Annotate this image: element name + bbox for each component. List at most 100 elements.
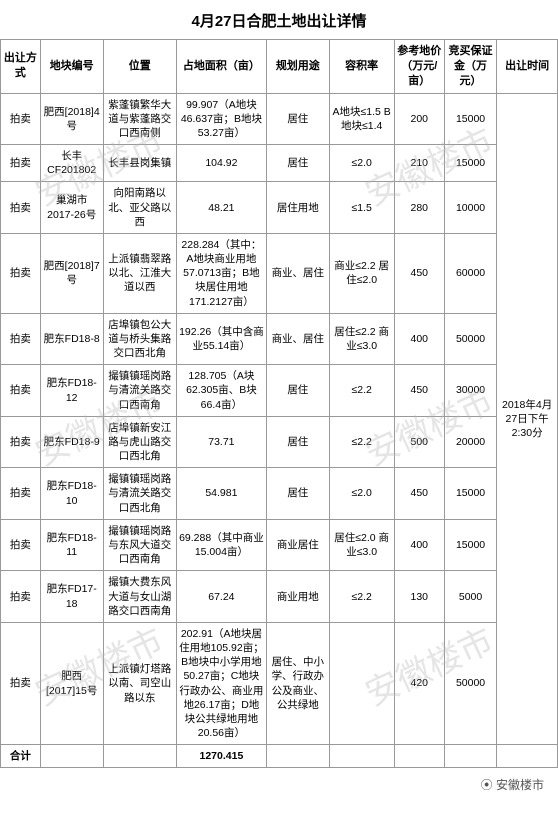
cell-lot: 巢湖市2017-26号	[40, 182, 103, 234]
cell-far: 商业≤2.2 居住≤2.0	[329, 233, 394, 313]
cell-method: 拍卖	[1, 571, 41, 623]
cell-location: 上派镇灯塔路以南、司空山路以东	[103, 622, 176, 744]
cell-use: 居住	[266, 93, 329, 145]
cell-method: 拍卖	[1, 622, 41, 744]
cell-deposit: 10000	[444, 182, 496, 234]
cell-area: 228.284（其中：A地块商业用地57.0713亩；B地块居住用地171.21…	[176, 233, 266, 313]
cell-deposit: 15000	[444, 145, 496, 182]
col-time: 出让时间	[497, 40, 558, 94]
table-row: 拍卖肥西[2017]15号上派镇灯塔路以南、司空山路以东202.91（A地块居住…	[1, 622, 558, 744]
cell-price: 450	[394, 233, 444, 313]
cell-location: 撮镇大费东风大道与女山湖路交口西南角	[103, 571, 176, 623]
cell-far: ≤2.0	[329, 468, 394, 520]
cell-area: 104.92	[176, 145, 266, 182]
cell-far: ≤1.5	[329, 182, 394, 234]
cell-use: 商业、居住	[266, 233, 329, 313]
cell-area: 202.91（A地块居住用地105.92亩；B地块中小学用地50.27亩；C地块…	[176, 622, 266, 744]
cell-far: 居住≤2.2 商业≤3.0	[329, 313, 394, 365]
cell-far: ≤2.2	[329, 416, 394, 468]
cell-deposit: 15000	[444, 468, 496, 520]
cell-lot: 肥西[2018]4号	[40, 93, 103, 145]
cell-area: 73.71	[176, 416, 266, 468]
cell-far: ≤2.2	[329, 365, 394, 417]
cell-location: 撮镇镇瑶岗路与东风大道交口西南角	[103, 519, 176, 571]
cell-deposit: 60000	[444, 233, 496, 313]
land-table: 出让方式 地块编号 位置 占地面积（亩） 规划用途 容积率 参考地价（万元/亩）…	[0, 39, 558, 768]
cell-area: 67.24	[176, 571, 266, 623]
cell-far: ≤2.2	[329, 571, 394, 623]
cell-price: 400	[394, 519, 444, 571]
cell-lot: 肥西[2017]15号	[40, 622, 103, 744]
cell-use: 居住	[266, 468, 329, 520]
cell-lot: 肥东FD17-18	[40, 571, 103, 623]
cell-deposit: 20000	[444, 416, 496, 468]
table-row: 拍卖长丰CF201802长丰县岗集镇104.92居住≤2.021015000	[1, 145, 558, 182]
cell-method: 拍卖	[1, 519, 41, 571]
empty	[444, 745, 496, 768]
footer-credit: ⦿ 安徽楼市	[0, 768, 558, 801]
cell-method: 拍卖	[1, 93, 41, 145]
table-row: 拍卖肥东FD17-18撮镇大费东风大道与女山湖路交口西南角67.24商业用地≤2…	[1, 571, 558, 623]
cell-far: 居住≤2.0 商业≤3.0	[329, 519, 394, 571]
cell-method: 拍卖	[1, 182, 41, 234]
cell-deposit: 15000	[444, 519, 496, 571]
cell-location: 撮镇镇瑶岗路与清流关路交口西南角	[103, 365, 176, 417]
empty	[103, 745, 176, 768]
empty	[329, 745, 394, 768]
cell-use: 居住用地	[266, 182, 329, 234]
col-far: 容积率	[329, 40, 394, 94]
empty	[394, 745, 444, 768]
table-row: 拍卖肥东FD18-9店埠镇新安江路与虎山路交口西北角73.71居住≤2.2500…	[1, 416, 558, 468]
cell-price: 130	[394, 571, 444, 623]
cell-deposit: 30000	[444, 365, 496, 417]
cell-lot: 长丰CF201802	[40, 145, 103, 182]
col-location: 位置	[103, 40, 176, 94]
empty	[40, 745, 103, 768]
cell-location: 店埠镇包公大道与桥头集路交口西北角	[103, 313, 176, 365]
cell-lot: 肥东FD18-8	[40, 313, 103, 365]
cell-use: 居住、中小学、行政办公及商业、公共绿地	[266, 622, 329, 744]
cell-location: 紫蓬镇繁华大道与紫蓬路交口西南侧	[103, 93, 176, 145]
cell-method: 拍卖	[1, 313, 41, 365]
table-total-row: 合计1270.415	[1, 745, 558, 768]
col-method: 出让方式	[1, 40, 41, 94]
cell-area: 192.26（其中含商业55.14亩）	[176, 313, 266, 365]
table-row: 拍卖肥东FD18-10撮镇镇瑶岗路与清流关路交口西北角54.981居住≤2.04…	[1, 468, 558, 520]
cell-deposit: 50000	[444, 622, 496, 744]
cell-area: 99.907（A地块46.637亩；B地块53.27亩）	[176, 93, 266, 145]
wechat-icon: ⦿	[481, 778, 493, 792]
col-use: 规划用途	[266, 40, 329, 94]
cell-method: 拍卖	[1, 468, 41, 520]
cell-far: ≤2.0	[329, 145, 394, 182]
page-title: 4月27日合肥土地出让详情	[0, 0, 558, 39]
cell-lot: 肥东FD18-11	[40, 519, 103, 571]
cell-price: 450	[394, 365, 444, 417]
cell-price: 500	[394, 416, 444, 468]
cell-use: 居住	[266, 365, 329, 417]
cell-method: 拍卖	[1, 145, 41, 182]
col-area: 占地面积（亩）	[176, 40, 266, 94]
cell-use: 居住	[266, 416, 329, 468]
cell-location: 向阳南路以北、亚父路以西	[103, 182, 176, 234]
cell-use: 居住	[266, 145, 329, 182]
col-lot: 地块编号	[40, 40, 103, 94]
empty	[497, 745, 558, 768]
cell-price: 210	[394, 145, 444, 182]
cell-time: 2018年4月27日下午2:30分	[497, 93, 558, 745]
cell-use: 商业居住	[266, 519, 329, 571]
table-row: 拍卖肥西[2018]7号上派镇翡翠路以北、江淮大道以西228.284（其中：A地…	[1, 233, 558, 313]
cell-use: 商业、居住	[266, 313, 329, 365]
cell-method: 拍卖	[1, 416, 41, 468]
cell-lot: 肥东FD18-9	[40, 416, 103, 468]
table-row: 拍卖巢湖市2017-26号向阳南路以北、亚父路以西48.21居住用地≤1.528…	[1, 182, 558, 234]
total-area: 1270.415	[176, 745, 266, 768]
cell-deposit: 15000	[444, 93, 496, 145]
cell-price: 420	[394, 622, 444, 744]
table-row: 拍卖肥东FD18-8店埠镇包公大道与桥头集路交口西北角192.26（其中含商业5…	[1, 313, 558, 365]
cell-method: 拍卖	[1, 365, 41, 417]
col-price: 参考地价（万元/亩）	[394, 40, 444, 94]
cell-price: 200	[394, 93, 444, 145]
table-header-row: 出让方式 地块编号 位置 占地面积（亩） 规划用途 容积率 参考地价（万元/亩）…	[1, 40, 558, 94]
cell-location: 店埠镇新安江路与虎山路交口西北角	[103, 416, 176, 468]
cell-area: 54.981	[176, 468, 266, 520]
